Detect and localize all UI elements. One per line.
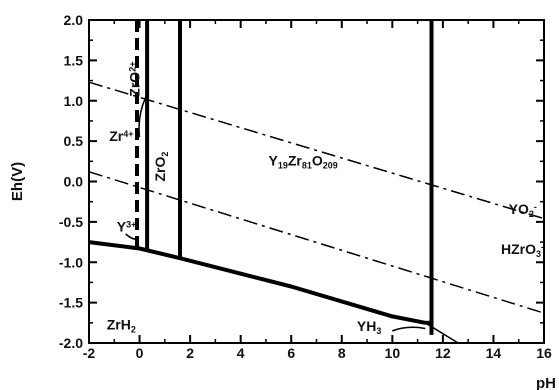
x-tick-label: 8 [338, 345, 346, 361]
region-label-1: ZrO2 [152, 152, 170, 182]
x-tick-label: 14 [486, 345, 502, 361]
y-tick-label: 2.0 [64, 12, 84, 28]
y-tick-label: -0.5 [59, 214, 83, 230]
region-label-4: Y19Zr81O209 [269, 152, 338, 170]
y-tick-label: 1.0 [64, 93, 84, 109]
region-label-8: YH3 [357, 318, 381, 336]
y-axis-label: Eh(V) [9, 162, 26, 201]
y-tick-label: -2.0 [59, 335, 83, 351]
region-label-0: ZrO2+ [127, 62, 143, 97]
region-label-5: YO2- [509, 201, 537, 219]
boundary-line-5 [424, 322, 459, 344]
y-tick-label: 0.0 [64, 174, 84, 190]
region-label-6: HZrO3- [501, 241, 544, 259]
x-axis-label: pH [536, 375, 556, 390]
region-label-3: Y3+ [117, 219, 137, 235]
y-tick-label: -1.5 [59, 295, 83, 311]
zro2plus-callout-arrow [138, 96, 147, 138]
y-tick-label: 0.5 [64, 133, 84, 149]
x-tick-label: 12 [435, 345, 451, 361]
boundary-line-6 [88, 81, 545, 220]
y-tick-label: 1.5 [64, 52, 84, 68]
x-tick-label: -2 [83, 345, 96, 361]
y-tick-label: -1.0 [59, 254, 83, 270]
boundary-line-7 [88, 171, 545, 314]
x-tick-label: 16 [536, 345, 552, 361]
x-tick-label: 0 [136, 345, 144, 361]
y3plus-callout-arrow [125, 233, 139, 241]
region-label-7: ZrH2 [107, 316, 136, 334]
x-tick-label: 2 [186, 345, 194, 361]
x-tick-label: 4 [237, 345, 245, 361]
yh3-callout-arrow [392, 326, 426, 332]
region-label-2: Zr4+ [109, 128, 133, 144]
boundary-line-0 [88, 240, 426, 325]
x-tick-label: 6 [287, 345, 295, 361]
x-tick-label: 10 [385, 345, 401, 361]
